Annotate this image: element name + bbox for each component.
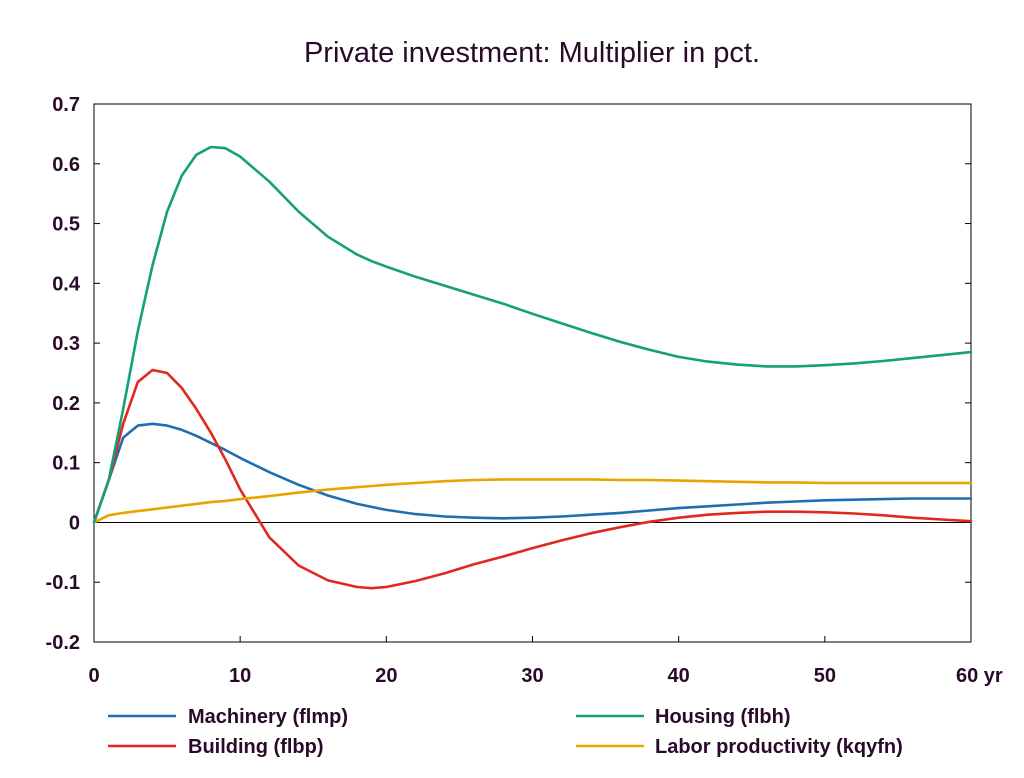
legend-label: Labor productivity (kqyfn): [655, 736, 903, 758]
x-tick-label: 40: [668, 665, 690, 687]
chart-title: Private investment: Multiplier in pct.: [304, 37, 760, 69]
x-tick-label: 30: [521, 665, 543, 687]
y-axis-labels: -0.2 -0.1 0 0.1 0.2 0.3 0.4 0.5 0.6 0.7: [46, 94, 81, 654]
legend-label: Building (flbp): [188, 736, 324, 758]
legend: Machinery (flmp) Building (flbp) Housing (…: [108, 706, 903, 758]
x-tick-label: 20: [375, 665, 397, 687]
x-tick-label: 10: [229, 665, 251, 687]
plot-frame: [93, 103, 972, 643]
y-tick-label: -0.1: [46, 572, 80, 594]
series-line-0: [92, 422, 973, 524]
y-tick-label: 0.4: [52, 273, 81, 295]
legend-label: Machinery (flmp): [188, 706, 348, 728]
x-axis-labels: 0 10 20 30 40 50 60 yr: [88, 665, 1002, 687]
series-line-3: [92, 478, 973, 524]
y-tick-label: 0.5: [52, 214, 80, 236]
series-line-1: [92, 368, 973, 590]
y-tick-label: 0: [69, 512, 80, 534]
y-tick-label: 0.1: [52, 453, 80, 475]
y-tick-label: 0.6: [52, 154, 80, 176]
legend-label: Housing (flbh): [655, 706, 791, 728]
x-tick-label: 0: [88, 665, 99, 687]
series-line-2: [92, 145, 973, 524]
y-tick-label: -0.2: [46, 632, 80, 654]
y-tick-label: 0.3: [52, 333, 80, 355]
y-tick-label: 0.2: [52, 393, 80, 415]
series-lines: [92, 145, 973, 590]
y-tick-label: 0.7: [52, 94, 80, 116]
axis-ticks: [93, 103, 972, 643]
x-tick-label: 50: [814, 665, 836, 687]
x-tick-label: 60 yr: [956, 665, 1003, 687]
